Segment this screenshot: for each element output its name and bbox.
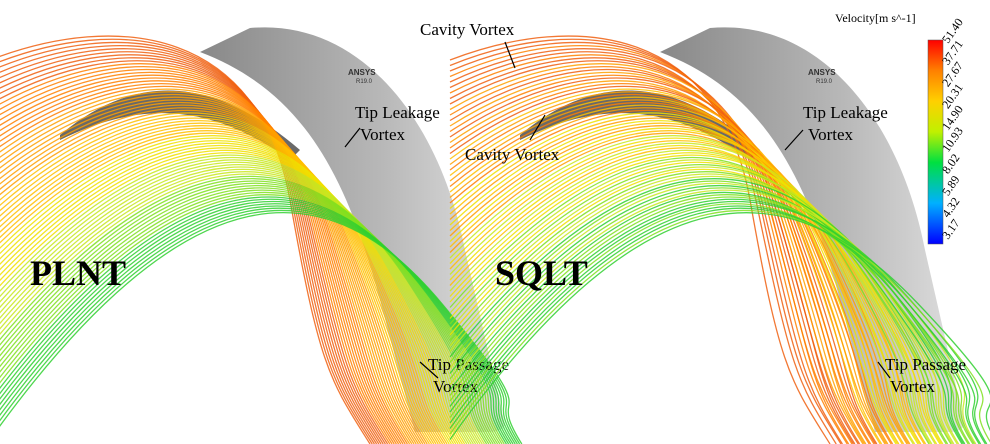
annotation-leader — [784, 129, 804, 151]
panel-plnt: PLNT ANSYS R19.0 Tip Leakage Vortex Tip Passa… — [0, 27, 523, 444]
annotation: Tip Leakage — [803, 103, 888, 122]
annotation-leader — [504, 41, 516, 69]
annotation: Tip Passage — [885, 355, 966, 374]
streamline — [0, 45, 378, 444]
annotation: Cavity Vortex — [420, 20, 515, 39]
streamline — [449, 74, 872, 444]
watermark-brand: ANSYS — [348, 68, 376, 77]
streamline — [449, 80, 864, 444]
panel-sqlt: SQLT ANSYS R19.0 Cavity Vortex Cavity Vortex… — [420, 20, 990, 444]
annotation: Tip Passage — [428, 355, 509, 374]
annotation-leader — [419, 361, 439, 379]
annotation: Vortex — [433, 377, 479, 396]
blade — [660, 27, 965, 432]
annotation-leader — [344, 127, 361, 148]
streamline — [0, 212, 523, 444]
streamline — [449, 85, 876, 444]
streamline — [449, 83, 870, 444]
annotation: Vortex — [360, 125, 406, 144]
colorbar-title: Velocity[m s^-1] — [835, 11, 916, 25]
annotation: Tip Leakage — [355, 103, 440, 122]
blade-shadow — [60, 90, 300, 160]
watermark-version: R19.0 — [356, 79, 373, 85]
annotation: Vortex — [808, 125, 854, 144]
annotation-leader — [877, 361, 891, 379]
annotation: Cavity Vortex — [465, 145, 560, 164]
streamline — [449, 120, 897, 444]
colorbar — [927, 39, 944, 245]
streamline — [449, 212, 990, 440]
panel-label: PLNT — [30, 253, 126, 293]
streamline — [449, 207, 986, 444]
streamline — [449, 182, 958, 444]
annotation: Vortex — [890, 377, 936, 396]
streamline — [449, 205, 980, 444]
watermark-brand: ANSYS — [808, 68, 836, 77]
annotation-leader — [529, 114, 546, 141]
watermark-version: R19.0 — [816, 79, 833, 85]
streamline — [449, 144, 919, 444]
streamline — [449, 209, 990, 443]
blade-shadow — [520, 90, 760, 160]
streamline — [449, 203, 974, 444]
panel-label: SQLT — [495, 253, 588, 293]
